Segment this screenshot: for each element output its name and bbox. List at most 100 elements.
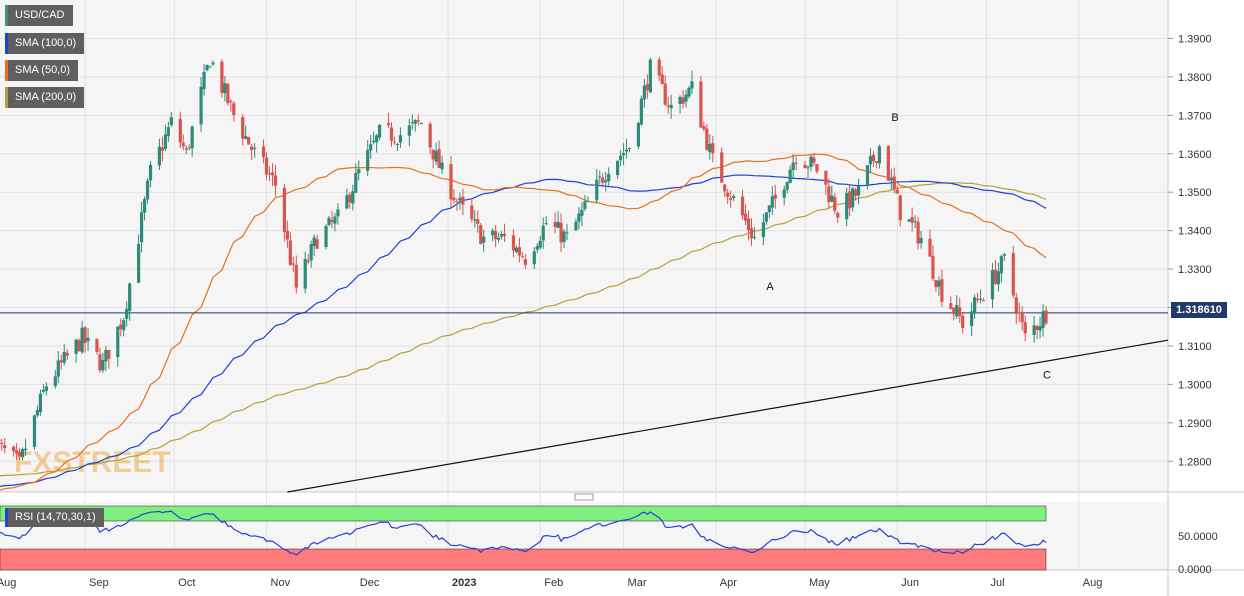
candle-body [752,236,757,238]
candle-body [12,446,16,452]
x-tick-label: Mar [628,577,647,589]
candle-body [851,188,855,208]
candle-body [137,243,141,283]
candle-body [169,117,173,126]
candle-body [586,200,590,202]
sma-200-line [0,182,1047,477]
sma-100-label: SMA (100,0) [15,37,77,49]
candle-body [642,85,646,100]
rsi-legend[interactable]: RSI (14,70,30,1) [5,508,104,527]
candle-body [1017,312,1021,314]
y-tick-label: 1.3400 [1178,226,1212,238]
candle-body [975,299,980,301]
candle-body [833,197,837,211]
candle-body [496,237,501,240]
legend-sma-50[interactable]: SMA (50,0) [5,60,79,81]
candle-body [419,123,423,125]
candle-body [282,187,286,232]
candle-body [523,259,527,265]
symbol-label: USD/CAD [15,9,65,21]
candle-body [226,83,230,104]
candle-body [476,219,480,224]
candle-body [803,164,807,169]
legend-sma-100[interactable]: SMA (100,0) [5,33,85,54]
candle-body [746,218,751,231]
candle-body [208,66,212,68]
candle-body [895,189,899,194]
candle-body [1014,297,1018,315]
candle-body [532,251,536,265]
candles-group [0,56,1048,461]
rsi-tick-label: 0.0000 [1178,564,1212,576]
candle-body [119,324,123,329]
rsi-tick-label: 50.0000 [1178,531,1218,543]
plot-background [0,0,1168,492]
candle-body [244,136,248,139]
current-price-tag: 1.318610 [1171,302,1227,318]
candle-body [291,263,295,265]
candle-body [767,205,771,213]
candle-body [791,162,795,171]
candle-body [122,320,126,331]
y-tick-label: 1.3300 [1178,264,1212,276]
candle-body [3,445,7,449]
candle-body [116,326,120,358]
candle-body [865,164,870,186]
candle-body [624,149,629,152]
candle-body [648,59,652,93]
candle-body [928,238,932,257]
candle-body [372,140,376,143]
candle-body [729,198,733,200]
candle-body [178,118,182,143]
candle-body [273,175,278,186]
rsi-legend-label: RSI (14,70,30,1) [15,511,96,523]
candle-body [749,228,754,239]
y-tick-label: 1.3100 [1178,341,1212,353]
candle-body [482,236,486,243]
candle-body [229,100,233,102]
candle-body [104,349,108,362]
candle-body [461,196,465,205]
candle-body [720,152,724,183]
candle-body [785,182,789,190]
candle-body [142,198,147,213]
candle-body [80,327,84,353]
legend-sma-200[interactable]: SMA (200,0) [5,87,85,108]
candle-body [782,189,786,198]
candle-body [645,84,649,91]
x-tick-label: Aug [0,577,16,589]
candle-body [836,212,840,218]
sma-50-swatch [5,60,8,81]
candle-body [681,97,685,104]
candle-body [20,448,25,458]
candle-body [978,298,983,300]
candle-body [416,120,420,122]
candle-body [788,169,792,184]
candle-body [809,156,813,167]
legend-symbol[interactable]: USD/CAD [5,5,73,26]
candle-body [1041,311,1045,328]
candle-body [684,94,688,102]
candle-body [458,198,462,201]
candle-body [315,239,319,249]
x-tick-label: Feb [544,577,563,589]
candle-body [187,147,191,149]
candle-body [562,231,566,243]
candle-body [35,409,40,416]
candle-body [889,177,893,181]
candle-body [107,349,111,359]
candle-body [139,212,144,243]
candle-body [1011,253,1015,296]
candle-body [247,136,251,145]
rsi-line [0,510,1047,556]
candle-body [806,167,810,169]
candle-body [764,212,768,222]
candle-body [62,352,66,363]
candle-body [556,221,560,228]
candle-body [377,124,382,138]
candle-body [15,450,19,454]
candle-body [657,59,661,76]
candle-body [434,150,438,162]
candle-body [726,192,730,197]
